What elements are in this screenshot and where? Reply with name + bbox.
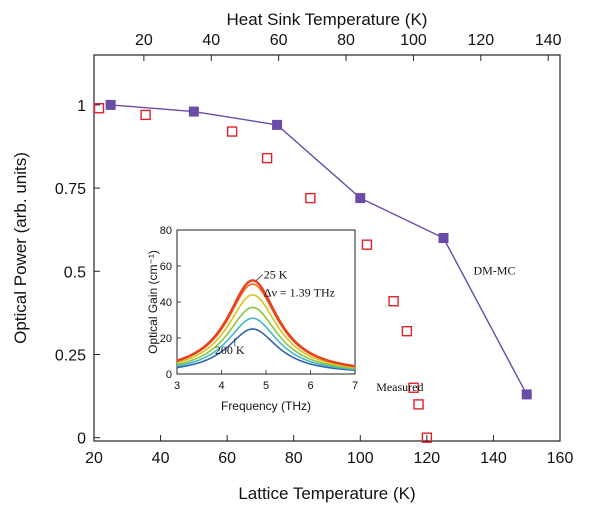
x-tick-label: 120 [414,450,441,467]
inset-plot-frame [176,229,356,375]
measured-point [388,296,399,307]
measured-point [305,192,316,204]
dm-mc-point [272,119,283,130]
main-series-layer [93,99,532,443]
measured-point [421,432,433,443]
x2-tick-label: 20 [135,32,153,49]
inset-y-tick-label: 60 [160,261,172,273]
y-tick-label: 0.25 [55,347,86,364]
inset-x-axis-title: Frequency (THz) [221,399,311,413]
x-tick-label: 60 [218,450,236,467]
inset-y-axis-title: Optical Gain (cm⁻¹) [146,250,160,354]
x-tick-label: 160 [547,450,574,467]
dm-mc-point [105,99,116,110]
x2-axis-title: Heat Sink Temperature (K) [227,10,428,29]
main-plot-frame [93,54,561,442]
y-axis-title: Optical Power (arb. units) [11,152,30,344]
dm-mc-point [438,233,449,244]
measured-point [413,399,424,410]
measured-point [226,126,238,137]
inset-y-tick-label: 40 [160,297,172,309]
inset-gain-chart: 3 4 5 6 7 0 20 40 60 80 Frequency (THz) Optical G… [146,225,358,413]
dm-mc-point [521,389,532,400]
x-tick-label: 80 [285,450,303,467]
y-tick-label: 0.75 [55,181,86,198]
gain-spectrum-curve [176,328,356,372]
x2-tick-label: 60 [270,32,288,49]
inset-x-tick-label: 3 [174,380,180,392]
inset-y-tick-label: 0 [166,369,172,381]
inset-x-tick-label: 5 [263,380,269,392]
x2-tick-label: 140 [535,32,562,49]
measured-annotation: Measured [376,380,423,394]
dm-mc-point [355,193,366,204]
y-tick-label: 0.5 [64,264,86,281]
inset-x-tick-label: 7 [352,380,358,392]
dm-mc-annotation: DM-MC [473,264,515,278]
measured-point [361,239,373,250]
inset-y-tick-label: 80 [160,225,172,237]
measured-point [140,109,151,121]
measured-point [93,103,105,114]
inset-series-layer [176,279,356,372]
x2-tick-label: 100 [400,32,427,49]
gain-spectrum-curve [176,279,356,368]
inset-y-tick-label: 20 [160,333,172,345]
measured-point [401,325,413,337]
dm-mc-line [110,104,528,395]
inset-linewidth-label: Δν = 1.39 THz [264,286,335,300]
measured-point [261,152,273,164]
gain-spectrum-curve [176,294,356,369]
x-tick-label: 100 [347,450,374,467]
x2-tick-label: 80 [337,32,355,49]
dm-mc-point [188,106,199,117]
gain-spectrum-curve [176,317,356,371]
x-tick-label: 40 [152,450,170,467]
gain-spectrum-curve [176,306,356,370]
x-axis-title: Lattice Temperature (K) [238,484,415,503]
inset-x-tick-label: 4 [218,380,224,392]
y-tick-label: 1 [77,98,86,115]
measured-point [408,382,419,393]
inset-25k-leader [255,274,264,281]
y-tick-label: 0 [77,431,86,448]
x2-tick-label: 120 [467,32,494,49]
x-tick-label: 140 [480,450,507,467]
inset-axis-ticks: 3 4 5 6 7 0 20 40 60 80 [160,225,358,392]
inset-200k-label: 200 K [215,343,245,357]
inset-x-tick-label: 6 [307,380,313,392]
x2-tick-label: 40 [202,32,220,49]
inset-25k-label: 25 K [264,268,288,282]
x-tick-label: 20 [85,450,103,467]
